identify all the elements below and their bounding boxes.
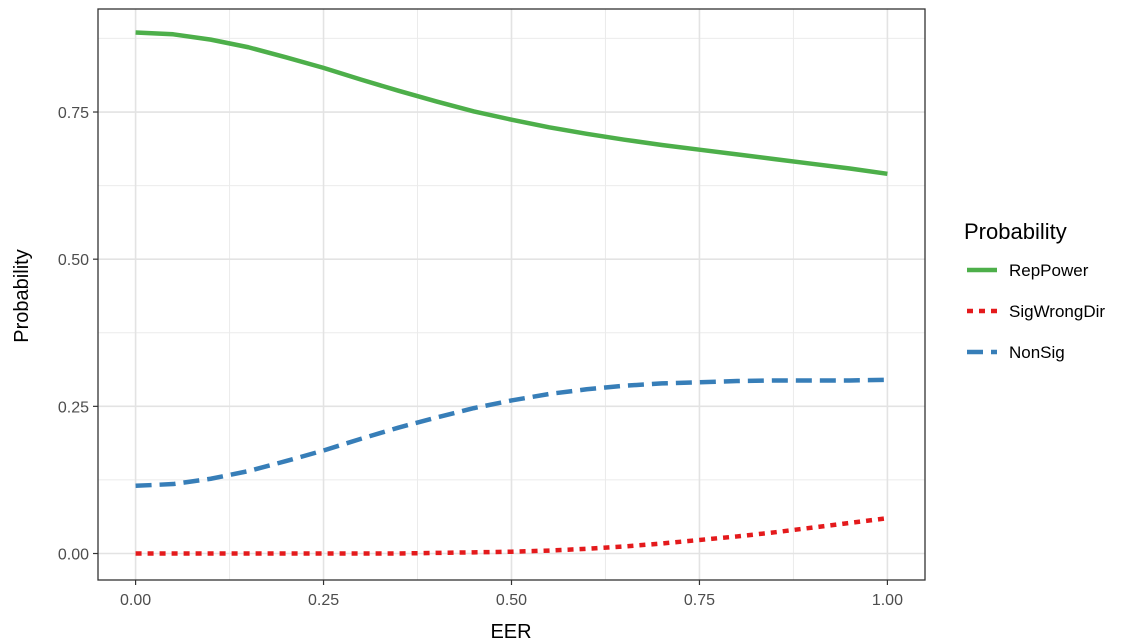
y-tick-label: 0.00 <box>58 547 89 564</box>
series-line-reppower <box>135 30 888 177</box>
legend-label-nonsig: NonSig <box>1009 343 1065 362</box>
y-tick-label: 0.75 <box>58 105 89 122</box>
y-tick-label: 0.25 <box>58 399 89 416</box>
panel-border <box>97 8 926 581</box>
x-tick-label: 0.75 <box>684 592 715 609</box>
series-layer <box>135 30 888 556</box>
x-tick-label: 0.50 <box>496 592 527 609</box>
x-axis-title: EER <box>490 621 531 643</box>
x-tick-label: 0.00 <box>120 592 151 609</box>
y-axis: 0.00 0.25 0.50 0.75 <box>58 105 98 564</box>
x-tick-label: 0.25 <box>308 592 339 609</box>
x-axis: 0.00 0.25 0.50 0.75 1.00 <box>120 580 903 609</box>
y-tick-label: 0.50 <box>58 252 89 269</box>
y-axis-title: Probability <box>11 249 33 342</box>
legend-title: Probability <box>964 219 1067 244</box>
plot-panel <box>98 9 925 580</box>
legend-label-reppower: RepPower <box>1009 261 1089 280</box>
legend-label-sigwrongdir: SigWrongDir <box>1009 302 1105 321</box>
series-line-sigwrongdir <box>135 515 888 556</box>
x-tick-label: 1.00 <box>872 592 903 609</box>
series-line-nonsig <box>135 377 888 489</box>
legend: Probability RepPower SigWrongDir NonSig <box>964 219 1105 362</box>
